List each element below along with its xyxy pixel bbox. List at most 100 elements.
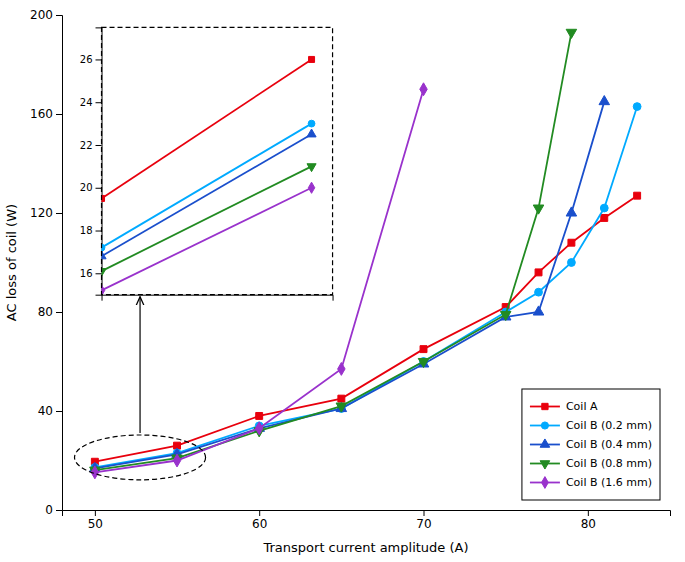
series: [102, 164, 317, 277]
marker: [599, 96, 610, 105]
tick-label: 60: [252, 517, 267, 531]
legend-item: Coil B (0.8 mm): [530, 457, 652, 470]
marker: [307, 129, 316, 137]
tick-mark: [95, 510, 96, 516]
y-axis-title: AC loss of coil (W): [4, 204, 19, 321]
marker: [338, 362, 345, 375]
tick-mark: [259, 510, 260, 516]
x-axis: [102, 295, 333, 301]
tick-mark: [96, 273, 102, 274]
legend-marker: [540, 461, 550, 469]
line: [102, 166, 312, 271]
legend-item: Coil B (0.4 mm): [530, 438, 652, 451]
tick-mark: [56, 411, 62, 412]
tick: 16: [80, 268, 102, 279]
tick: 160: [30, 107, 62, 121]
marker: [255, 422, 262, 435]
legend: Coil A Coil B (0.2 mm) Coil B (0.4 mm) Coil…: [522, 389, 660, 500]
tick-mark: [424, 510, 425, 516]
tick-label: 16: [80, 268, 93, 279]
legend-label: Coil A: [566, 400, 598, 413]
legend-item: Coil B (1.6 mm): [530, 476, 652, 489]
line: [102, 59, 312, 198]
marker: [307, 164, 316, 172]
tick: 20: [80, 182, 102, 193]
marker: [601, 214, 608, 221]
tick-mark: [56, 114, 62, 115]
tick-label: 0: [45, 503, 53, 517]
tick-label: 20: [80, 182, 93, 193]
tick-label: 80: [581, 517, 596, 531]
tick-mark: [56, 510, 62, 511]
x-axis-title: Transport current amplitude (A): [262, 540, 468, 555]
axis-line: [56, 16, 63, 511]
marker: [500, 311, 511, 320]
marker: [535, 288, 543, 296]
marker: [500, 311, 511, 320]
marker: [173, 454, 180, 467]
zoom-ellipse: [75, 435, 206, 480]
tick: 50: [88, 510, 103, 531]
zoom-arrow: [139, 297, 140, 433]
chart: 50 60 70 80 0 40 80 120 160 200 16 18 20 22 24 26 Coil A…: [0, 0, 685, 562]
marker: [535, 269, 542, 276]
legend-item: Coil B (0.2 mm): [530, 419, 652, 432]
tick: 0: [45, 503, 62, 517]
y-axis: 0 40 80 120 160 200: [30, 8, 62, 517]
tick-label: 80: [38, 305, 53, 319]
marker: [533, 306, 544, 315]
marker: [102, 251, 107, 259]
marker: [418, 358, 429, 367]
series: [102, 120, 315, 251]
legend-marker: [542, 477, 549, 489]
marker: [309, 56, 315, 62]
marker: [308, 120, 315, 127]
legend-frame: [522, 389, 660, 500]
tick: 200: [30, 8, 62, 22]
marker: [566, 207, 577, 216]
line: [102, 188, 312, 291]
tick-label: 24: [80, 97, 93, 108]
tick-mark: [96, 231, 102, 232]
series: [102, 182, 315, 295]
marker: [420, 346, 427, 353]
inset-chart: 16 18 20 22 24 26: [80, 27, 333, 300]
tick-label: 120: [30, 206, 53, 220]
tick-label: 26: [80, 54, 93, 65]
tick-mark: [96, 188, 102, 189]
tick: 24: [80, 97, 102, 108]
series: [102, 129, 317, 259]
tick: 120: [30, 206, 62, 220]
tick-mark: [56, 312, 62, 313]
x-axis: 50 60 70 80: [63, 510, 671, 531]
marker: [338, 395, 345, 402]
legend-marker: [542, 403, 548, 409]
tick-label: 40: [38, 404, 53, 418]
marker: [567, 259, 575, 267]
tick: 80: [38, 305, 62, 319]
tick-label: 22: [80, 140, 93, 151]
y-axis: 16 18 20 22 24 26: [80, 28, 102, 295]
tick-mark: [56, 15, 62, 16]
tick-label: 50: [88, 517, 103, 531]
tick-mark: [96, 102, 102, 103]
marker: [308, 182, 314, 193]
marker: [533, 205, 544, 214]
marker: [336, 403, 347, 412]
tick-label: 200: [30, 8, 53, 22]
tick: 18: [80, 225, 102, 236]
tick: 80: [581, 510, 596, 531]
legend-label: Coil B (0.4 mm): [566, 438, 652, 451]
marker: [420, 83, 427, 96]
tick-label: 70: [416, 517, 431, 531]
inset-background: [102, 27, 333, 294]
tick-label: 18: [80, 225, 93, 236]
tick: 26: [80, 54, 102, 65]
legend-item: Coil A: [530, 400, 598, 413]
tick: 22: [80, 140, 102, 151]
marker: [102, 269, 107, 277]
legend-marker: [540, 439, 550, 447]
axis-line: [63, 511, 671, 517]
tick-mark: [96, 59, 102, 60]
legend-label: Coil B (1.6 mm): [566, 476, 652, 489]
